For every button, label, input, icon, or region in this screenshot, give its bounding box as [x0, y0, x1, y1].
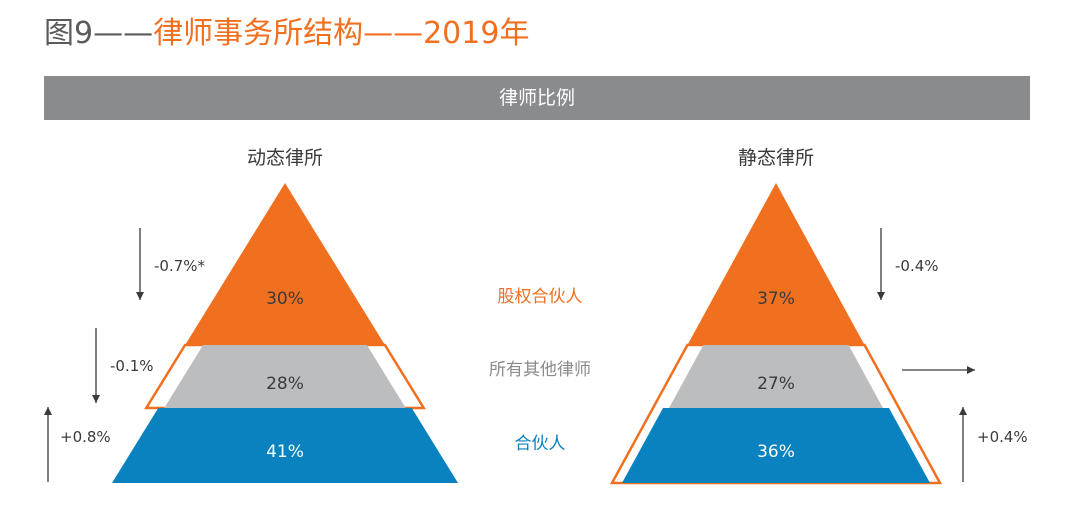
pyramid-tier-2 [669, 345, 883, 408]
pyramid-tier-1 [185, 183, 385, 345]
chart-title: 图9——律师事务所结构——2019年 [44, 14, 529, 54]
figure-title: 律师事务所结构——2019年 [153, 16, 530, 51]
pyramid-title: 静态律所 [738, 147, 814, 169]
tier-value: 28% [266, 374, 304, 394]
pyramid-tier-1 [687, 183, 865, 345]
pyramid-title: 动态律所 [247, 147, 323, 169]
section-banner: 律师比例 [44, 76, 1030, 120]
tier-label: 合伙人 [515, 434, 566, 454]
change-label: -0.4% [895, 257, 939, 275]
tier-value: 37% [757, 289, 795, 309]
tier-value: 27% [757, 374, 795, 394]
tier-value: 41% [266, 442, 304, 462]
pyramid-tier-3 [622, 408, 930, 483]
change-label: -0.1% [110, 357, 154, 375]
change-label: -0.7%* [154, 257, 206, 275]
change-label: +0.4% [977, 428, 1028, 446]
figure-number: 图9—— [44, 16, 154, 51]
pyramid-tier-2 [164, 345, 406, 408]
tier-value: 36% [757, 442, 795, 462]
change-label: +0.8% [60, 428, 111, 446]
tier-value: 30% [266, 289, 304, 309]
pyramid-tier-3 [112, 408, 458, 483]
tier-label: 所有其他律师 [489, 360, 591, 380]
tier-label: 股权合伙人 [498, 287, 583, 307]
